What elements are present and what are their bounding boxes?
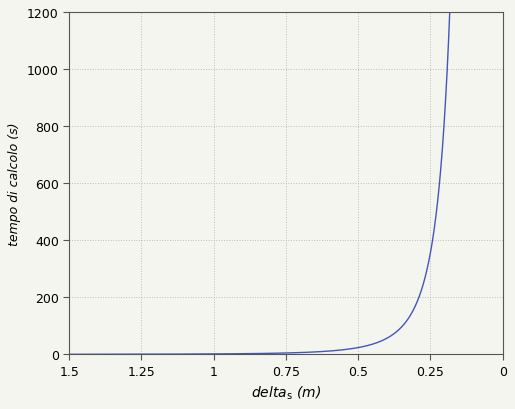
Y-axis label: tempo di calcolo (s): tempo di calcolo (s)	[8, 122, 21, 245]
X-axis label: delta$_{\rm s}$ (m): delta$_{\rm s}$ (m)	[251, 383, 321, 401]
